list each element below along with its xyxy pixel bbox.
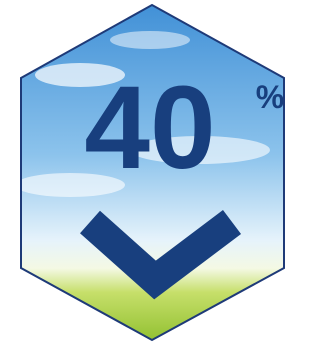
cloud (110, 31, 190, 49)
badge: 40 % (0, 0, 303, 344)
page: {"badge": {"number": "40", "unit": "%"}}… (0, 0, 303, 344)
percent-sign: % (256, 79, 284, 115)
percent-number: 40 (84, 62, 215, 194)
